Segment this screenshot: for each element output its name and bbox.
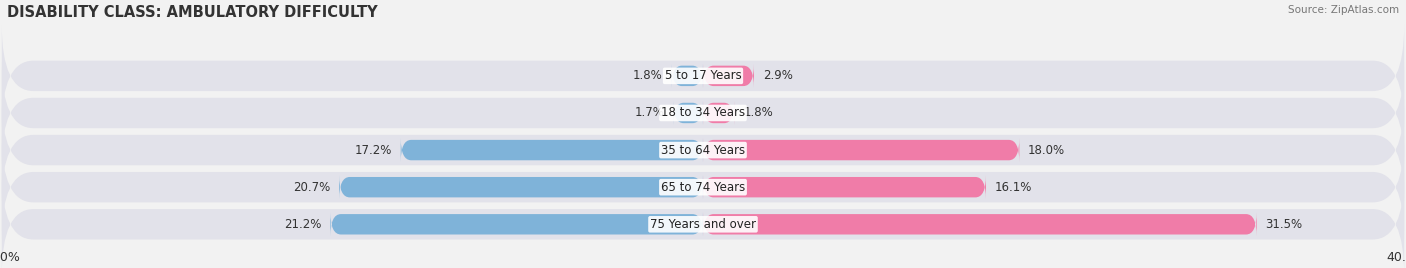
Text: 20.7%: 20.7% <box>294 181 330 194</box>
Text: 35 to 64 Years: 35 to 64 Years <box>661 144 745 157</box>
Text: DISABILITY CLASS: AMBULATORY DIFFICULTY: DISABILITY CLASS: AMBULATORY DIFFICULTY <box>7 5 378 20</box>
FancyBboxPatch shape <box>330 212 703 236</box>
Text: 1.8%: 1.8% <box>744 106 773 120</box>
Text: Source: ZipAtlas.com: Source: ZipAtlas.com <box>1288 5 1399 15</box>
FancyBboxPatch shape <box>1 99 1405 202</box>
Text: 21.2%: 21.2% <box>284 218 322 231</box>
FancyBboxPatch shape <box>703 138 1019 162</box>
FancyBboxPatch shape <box>673 101 703 125</box>
FancyBboxPatch shape <box>1 136 1405 239</box>
FancyBboxPatch shape <box>1 24 1405 128</box>
Text: 75 Years and over: 75 Years and over <box>650 218 756 231</box>
FancyBboxPatch shape <box>672 64 703 88</box>
Text: 2.9%: 2.9% <box>762 69 793 82</box>
Text: 17.2%: 17.2% <box>354 144 392 157</box>
FancyBboxPatch shape <box>703 175 986 199</box>
Text: 1.8%: 1.8% <box>633 69 662 82</box>
Text: 1.7%: 1.7% <box>634 106 665 120</box>
FancyBboxPatch shape <box>703 212 1257 236</box>
Text: 18 to 34 Years: 18 to 34 Years <box>661 106 745 120</box>
Text: 5 to 17 Years: 5 to 17 Years <box>665 69 741 82</box>
FancyBboxPatch shape <box>1 61 1405 165</box>
FancyBboxPatch shape <box>1 173 1405 268</box>
Text: 65 to 74 Years: 65 to 74 Years <box>661 181 745 194</box>
Text: 18.0%: 18.0% <box>1028 144 1066 157</box>
Text: 31.5%: 31.5% <box>1265 218 1302 231</box>
FancyBboxPatch shape <box>339 175 703 199</box>
Text: 16.1%: 16.1% <box>995 181 1032 194</box>
FancyBboxPatch shape <box>703 64 754 88</box>
FancyBboxPatch shape <box>401 138 703 162</box>
FancyBboxPatch shape <box>703 101 734 125</box>
